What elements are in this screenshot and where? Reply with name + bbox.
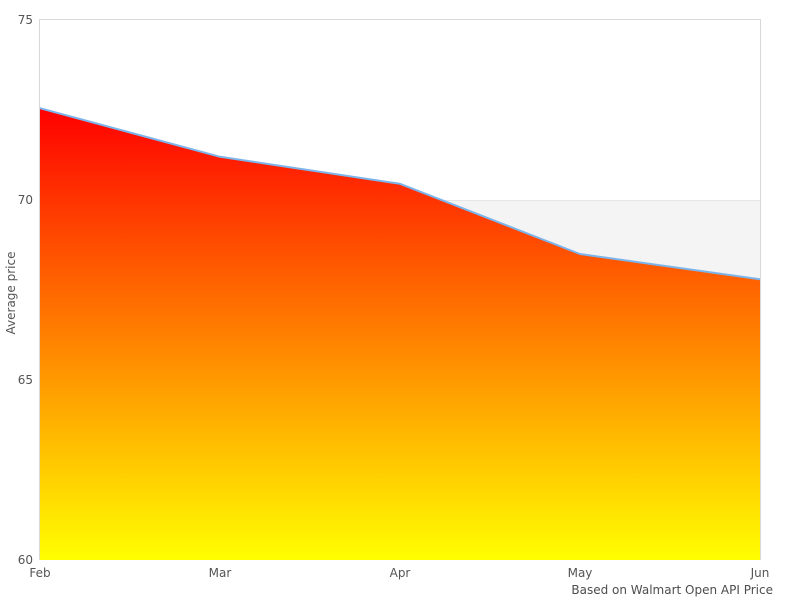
x-tick-label: Jun [750,566,770,580]
series-canvas [40,107,760,560]
area-series-fill [40,108,760,560]
credits-caption: Based on Walmart Open API Price [571,583,773,597]
x-tick-label: Mar [208,566,232,580]
y-tick-label: 70 [17,192,33,207]
x-tick-label: Apr [389,566,411,580]
plot-area [39,19,761,560]
x-tick-label: May [567,566,593,580]
series-line [40,107,760,281]
y-tick-label: 60 [17,552,33,567]
y-tick-label: 65 [17,372,33,387]
y-axis-title: Average price [4,251,18,335]
y-tick-label: 75 [17,12,33,27]
x-tick-label: Feb [29,566,51,580]
